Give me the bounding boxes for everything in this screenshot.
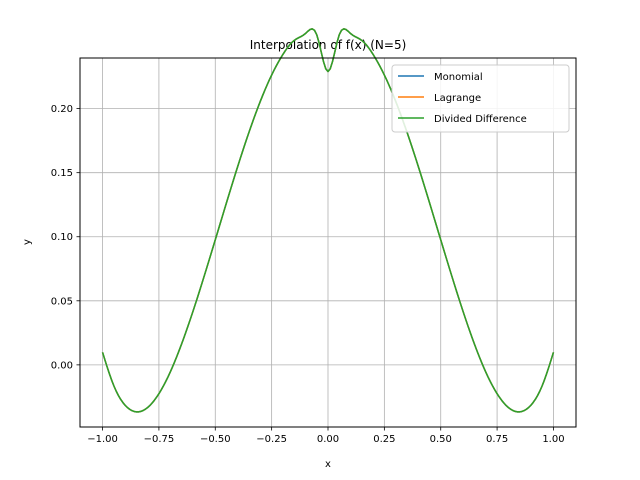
y-tick-label: 0.10 xyxy=(51,232,73,243)
legend-label-divided-difference: Divided Difference xyxy=(434,114,527,125)
x-tick-label: −0.25 xyxy=(256,434,287,445)
x-tick-label: 0.00 xyxy=(317,434,339,445)
y-axis-ticks: 0.00 0.05 0.10 0.15 0.20 xyxy=(51,104,80,371)
x-tick-label: 0.25 xyxy=(373,434,395,445)
plot-lines xyxy=(101,28,555,413)
x-axis-label: x xyxy=(325,459,331,470)
series-line-divided-difference xyxy=(101,28,555,413)
x-tick-label: 0.50 xyxy=(430,434,452,445)
x-tick-label: −1.00 xyxy=(87,434,118,445)
y-tick-label: 0.00 xyxy=(51,360,73,371)
x-tick-label: 1.00 xyxy=(542,434,564,445)
y-tick-label: 0.20 xyxy=(51,104,73,115)
x-axis-ticks: −1.00 −0.75 −0.50 −0.25 0.00 0.25 0.50 0.75 1.00 xyxy=(87,427,565,445)
x-tick-label: −0.50 xyxy=(200,434,231,445)
y-tick-label: 0.05 xyxy=(51,296,73,307)
chart-title: Interpolation of f(x) (N=5) xyxy=(250,38,407,52)
legend-label-monomial: Monomial xyxy=(434,72,483,83)
legend: Monomial Lagrange Divided Difference xyxy=(391,64,570,133)
x-tick-label: 0.75 xyxy=(486,434,508,445)
x-tick-label: −0.75 xyxy=(144,434,175,445)
legend-label-lagrange: Lagrange xyxy=(434,93,481,104)
y-axis-label: y xyxy=(22,239,33,245)
y-tick-label: 0.15 xyxy=(51,168,73,179)
legend-box xyxy=(391,64,570,133)
